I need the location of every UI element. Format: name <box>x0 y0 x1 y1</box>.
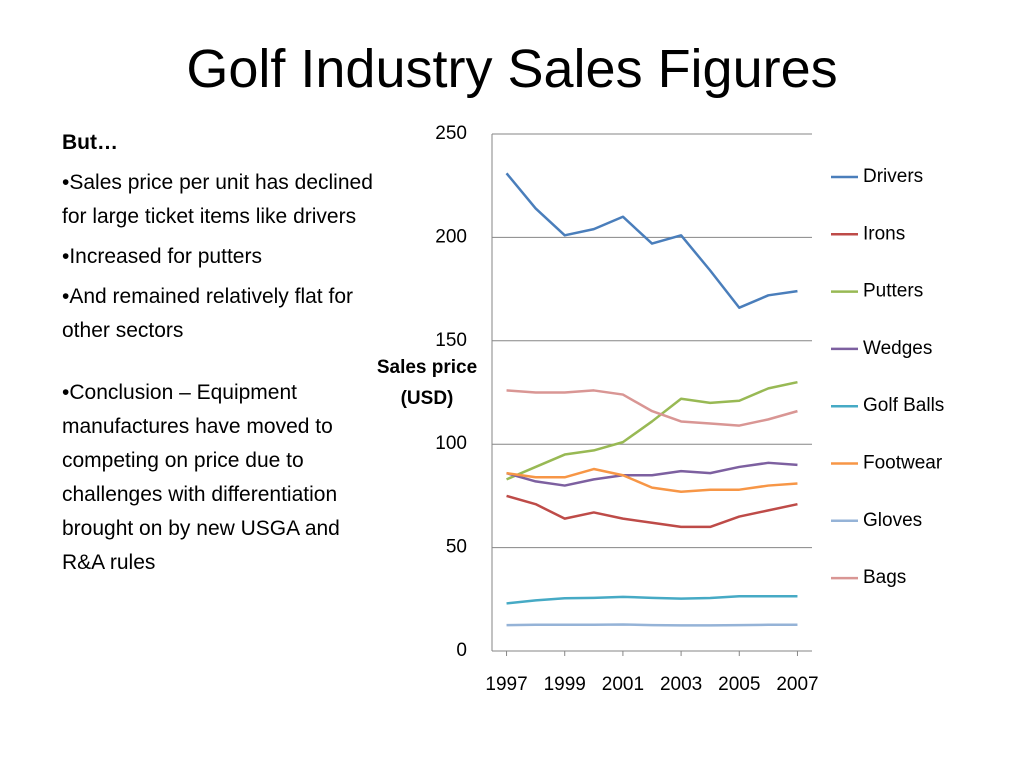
legend-label: Irons <box>863 223 905 244</box>
bullet: •Increased for putters <box>62 245 262 268</box>
x-tick-label: 2001 <box>602 674 644 695</box>
bullet: •And remained relatively flat for other … <box>62 285 353 342</box>
legend-label: Putters <box>863 281 923 302</box>
series-line <box>506 623 798 627</box>
bullet: •Conclusion – Equipment manufactures hav… <box>62 381 340 574</box>
series-line <box>506 461 798 487</box>
legend-label: Drivers <box>863 166 923 187</box>
series-line <box>506 389 798 427</box>
series-line <box>506 380 798 481</box>
slide-title: Golf Industry Sales Figures <box>186 39 838 99</box>
legend-label: Gloves <box>863 510 922 531</box>
y-axis-label: Sales price (USD) <box>376 357 478 409</box>
y-tick-label: 0 <box>456 640 467 661</box>
series-line <box>506 594 798 605</box>
legend-label: Bags <box>863 567 906 588</box>
heading: But… <box>62 131 118 154</box>
legend-label: Wedges <box>863 338 932 359</box>
x-tick-label: 1999 <box>544 674 586 695</box>
series-line <box>506 494 798 529</box>
series-line <box>506 467 798 494</box>
series-line <box>505 172 798 309</box>
y-tick-label: 200 <box>435 226 467 247</box>
x-tick-label: 2007 <box>776 674 818 695</box>
y-tick-label: 100 <box>435 433 467 454</box>
x-tick-label: 2003 <box>660 674 702 695</box>
y-tick-label: 150 <box>435 330 467 351</box>
x-tick-label: 2005 <box>718 674 760 695</box>
y-tick-label: 250 <box>435 123 467 144</box>
bullet: •Sales price per unit has declined for l… <box>62 171 373 228</box>
legend-label: Footwear <box>863 453 943 474</box>
legend-label: Golf Balls <box>863 395 944 416</box>
text-body: But… •Sales price per unit has declined … <box>62 126 374 586</box>
x-tick-label: 1997 <box>485 674 527 695</box>
y-tick-label: 50 <box>446 537 467 558</box>
